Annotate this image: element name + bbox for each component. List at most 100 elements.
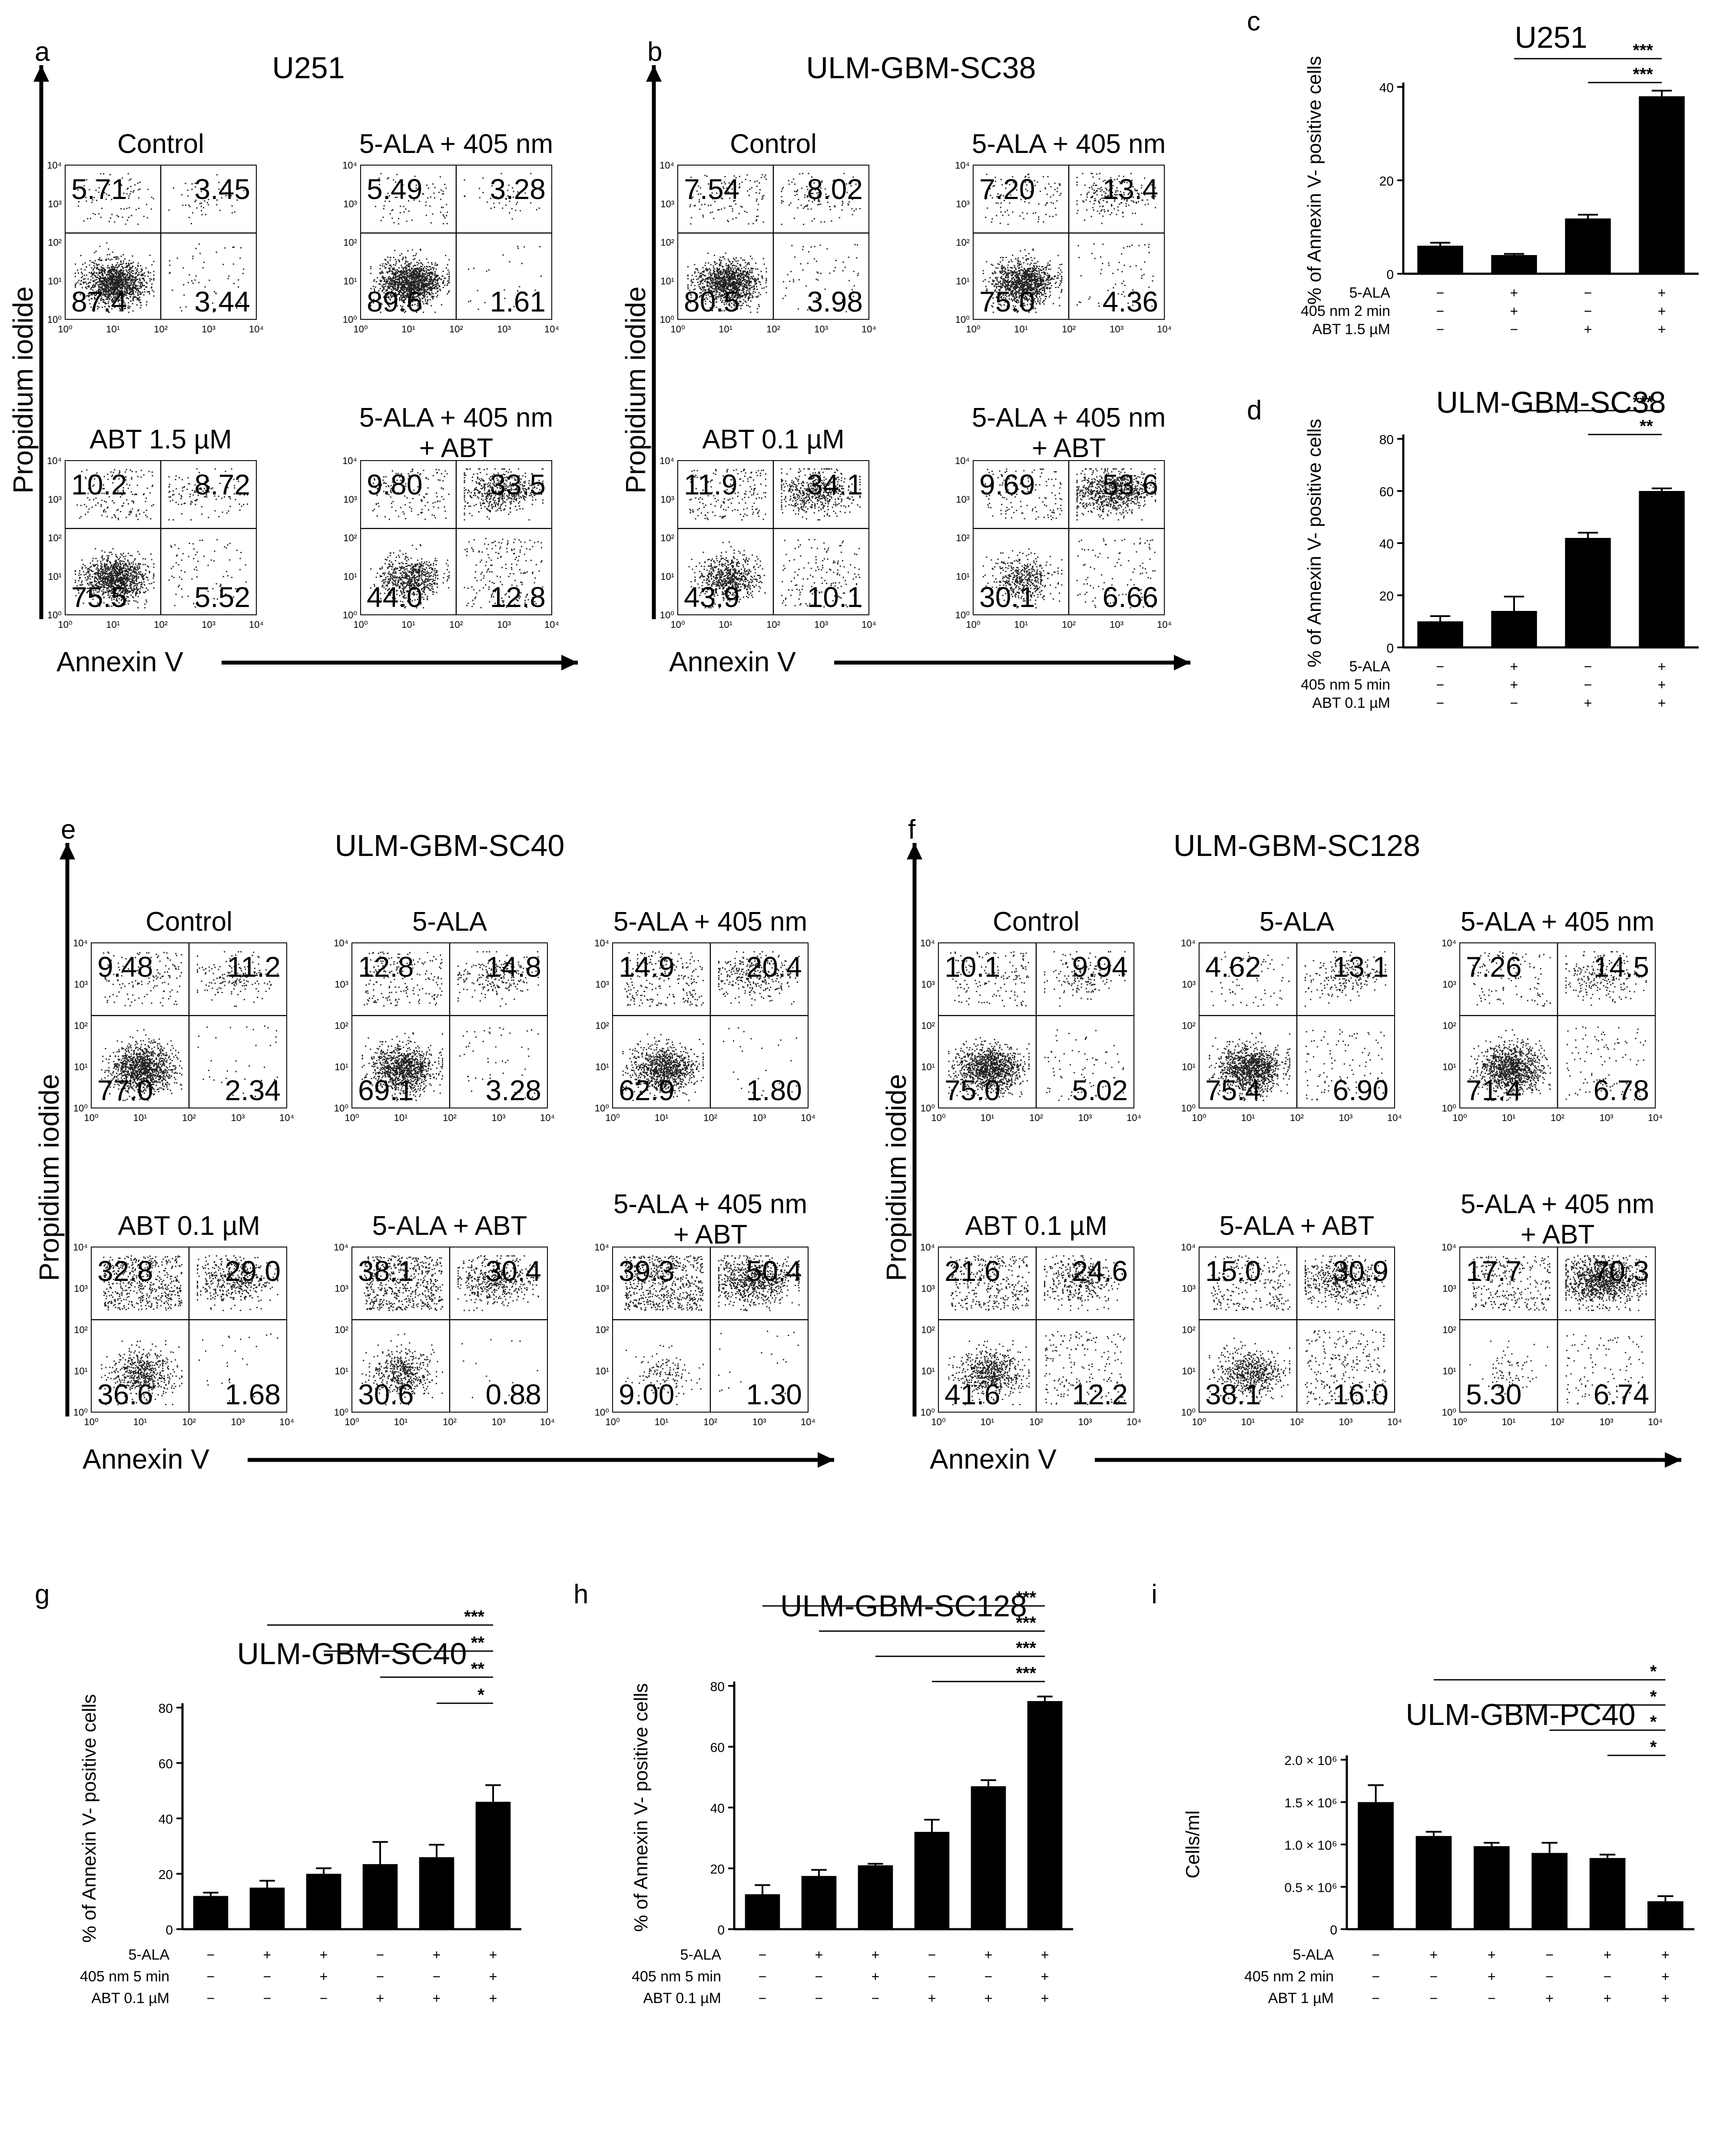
- x-axis-label: Annexin V: [669, 646, 796, 677]
- treatment-sign: +: [1658, 285, 1666, 301]
- treatment-sign: −: [1545, 1947, 1554, 1963]
- x-tick-label: 10³: [814, 324, 828, 335]
- condition-label: Control: [146, 907, 232, 937]
- bar: [362, 1864, 398, 1929]
- y-tick-label: 10²: [660, 237, 674, 248]
- quadrant-ll: 41.6: [945, 1378, 1000, 1410]
- quadrant-ur: 13.4: [1103, 173, 1158, 205]
- quadrant-lr: 5.02: [1072, 1074, 1128, 1106]
- quadrant-ul: 4.62: [1205, 951, 1261, 983]
- treatment-sign: −: [872, 1990, 880, 2006]
- events: [361, 951, 539, 1101]
- treatment-sign: −: [263, 1990, 272, 2006]
- treatment-sign: +: [320, 1969, 328, 1984]
- events: [361, 1255, 539, 1405]
- x-tick-label: 10³: [1110, 619, 1124, 630]
- significance-label: ***: [1016, 1664, 1036, 1683]
- condition-label-2: + ABT: [673, 1220, 748, 1250]
- y-tick-label: 10¹: [660, 275, 674, 286]
- y-axis-arrow-head: [60, 843, 75, 859]
- y-tick-label: 10³: [1182, 1283, 1196, 1294]
- x-tick-label: 10²: [1062, 324, 1076, 335]
- y-tick-label: 10²: [74, 1020, 88, 1031]
- y-tick-label: 10¹: [595, 1061, 609, 1072]
- treatment-sign: +: [263, 1947, 272, 1963]
- y-tick-label: 80: [1379, 433, 1394, 447]
- condition-label-2: + ABT: [1032, 433, 1106, 463]
- condition-label-2: + ABT: [419, 433, 494, 463]
- quadrant-ul: 10.1: [945, 951, 1000, 983]
- treatment-sign: −: [759, 1990, 767, 2006]
- treatment-sign: +: [1041, 1990, 1049, 2006]
- y-tick-label: 10³: [343, 199, 357, 209]
- x-tick-label: 10⁰: [670, 324, 685, 335]
- treatment-sign: +: [489, 1990, 497, 2006]
- bar: [419, 1857, 454, 1929]
- x-tick-label: 10⁴: [1387, 1112, 1402, 1123]
- y-tick-label: 10¹: [956, 275, 970, 286]
- treatment-sign: +: [1041, 1947, 1049, 1963]
- panel-title: U251: [272, 51, 345, 85]
- panel-letter: g: [35, 1579, 50, 1609]
- x-tick-label: 10⁴: [801, 1112, 815, 1123]
- x-axis-arrow-head: [1174, 655, 1190, 670]
- x-tick-label: 10⁴: [249, 619, 264, 630]
- x-tick-label: 10³: [1600, 1112, 1614, 1123]
- quadrant-ul: 12.8: [358, 951, 414, 983]
- y-tick-label: 10⁰: [1181, 1407, 1196, 1418]
- x-tick-label: 10⁰: [1452, 1416, 1467, 1427]
- y-tick-label: 10⁰: [47, 314, 62, 325]
- bar: [1358, 1802, 1394, 1929]
- condition-label: 5-ALA + 405 nm: [613, 907, 807, 937]
- x-tick-label: 10³: [1600, 1416, 1614, 1427]
- quadrant-lr: 6.74: [1594, 1378, 1649, 1410]
- x-tick-label: 10³: [752, 1416, 766, 1427]
- x-tick-label: 10⁴: [544, 619, 559, 630]
- y-tick-label: 10¹: [335, 1366, 348, 1377]
- y-tick-label: 10⁴: [73, 1242, 88, 1253]
- bar: [1027, 1701, 1063, 1929]
- y-tick-label: 10⁴: [1181, 938, 1196, 949]
- x-tick-label: 10²: [703, 1112, 717, 1123]
- treatment-sign: −: [1488, 1990, 1496, 2006]
- events: [370, 468, 544, 609]
- condition-label: 5-ALA + 405 nm: [359, 129, 553, 159]
- quadrant-ur: 8.02: [807, 173, 863, 205]
- events: [1209, 1255, 1386, 1405]
- y-tick-label: 10¹: [956, 571, 970, 582]
- bar: [1415, 1836, 1452, 1929]
- treatment-sign: +: [928, 1990, 936, 2006]
- quadrant-ur: 29.0: [225, 1255, 281, 1287]
- treatment-sign: +: [1658, 322, 1666, 337]
- y-tick-label: 0: [1386, 268, 1394, 282]
- panel-letter: h: [573, 1579, 588, 1609]
- panel-letter: a: [35, 37, 50, 67]
- y-tick-label: 10³: [921, 979, 935, 990]
- bar: [858, 1865, 893, 1929]
- treatment-sign: +: [1584, 695, 1592, 711]
- bar: [1565, 218, 1611, 274]
- treatment-label: ABT 1 µM: [1268, 1990, 1334, 2007]
- events: [983, 468, 1156, 609]
- x-tick-label: 10²: [443, 1416, 457, 1427]
- y-axis-arrow-head: [907, 843, 922, 859]
- y-tick-label: 20: [710, 1862, 725, 1877]
- treatment-sign: +: [815, 1947, 823, 1963]
- condition-label: 5-ALA + ABT: [372, 1211, 527, 1241]
- x-tick-label: 10⁰: [605, 1112, 620, 1123]
- y-tick-label: 60: [159, 1757, 173, 1771]
- condition-label-2: + ABT: [1521, 1220, 1595, 1250]
- treatment-sign: −: [376, 1947, 384, 1963]
- y-tick-label: 10³: [343, 494, 357, 505]
- y-tick-label: 10³: [74, 1283, 88, 1294]
- y-tick-label: 10⁴: [955, 455, 970, 466]
- y-tick-label: 10²: [1442, 1020, 1456, 1031]
- quadrant-ur: 9.94: [1072, 951, 1128, 983]
- events: [370, 172, 544, 313]
- bar-chart-c: c U251 0 20 40 % of Annexin V- positive cells…: [1247, 7, 1699, 338]
- condition-label: Control: [730, 129, 817, 159]
- y-tick-label: 10²: [335, 1324, 348, 1335]
